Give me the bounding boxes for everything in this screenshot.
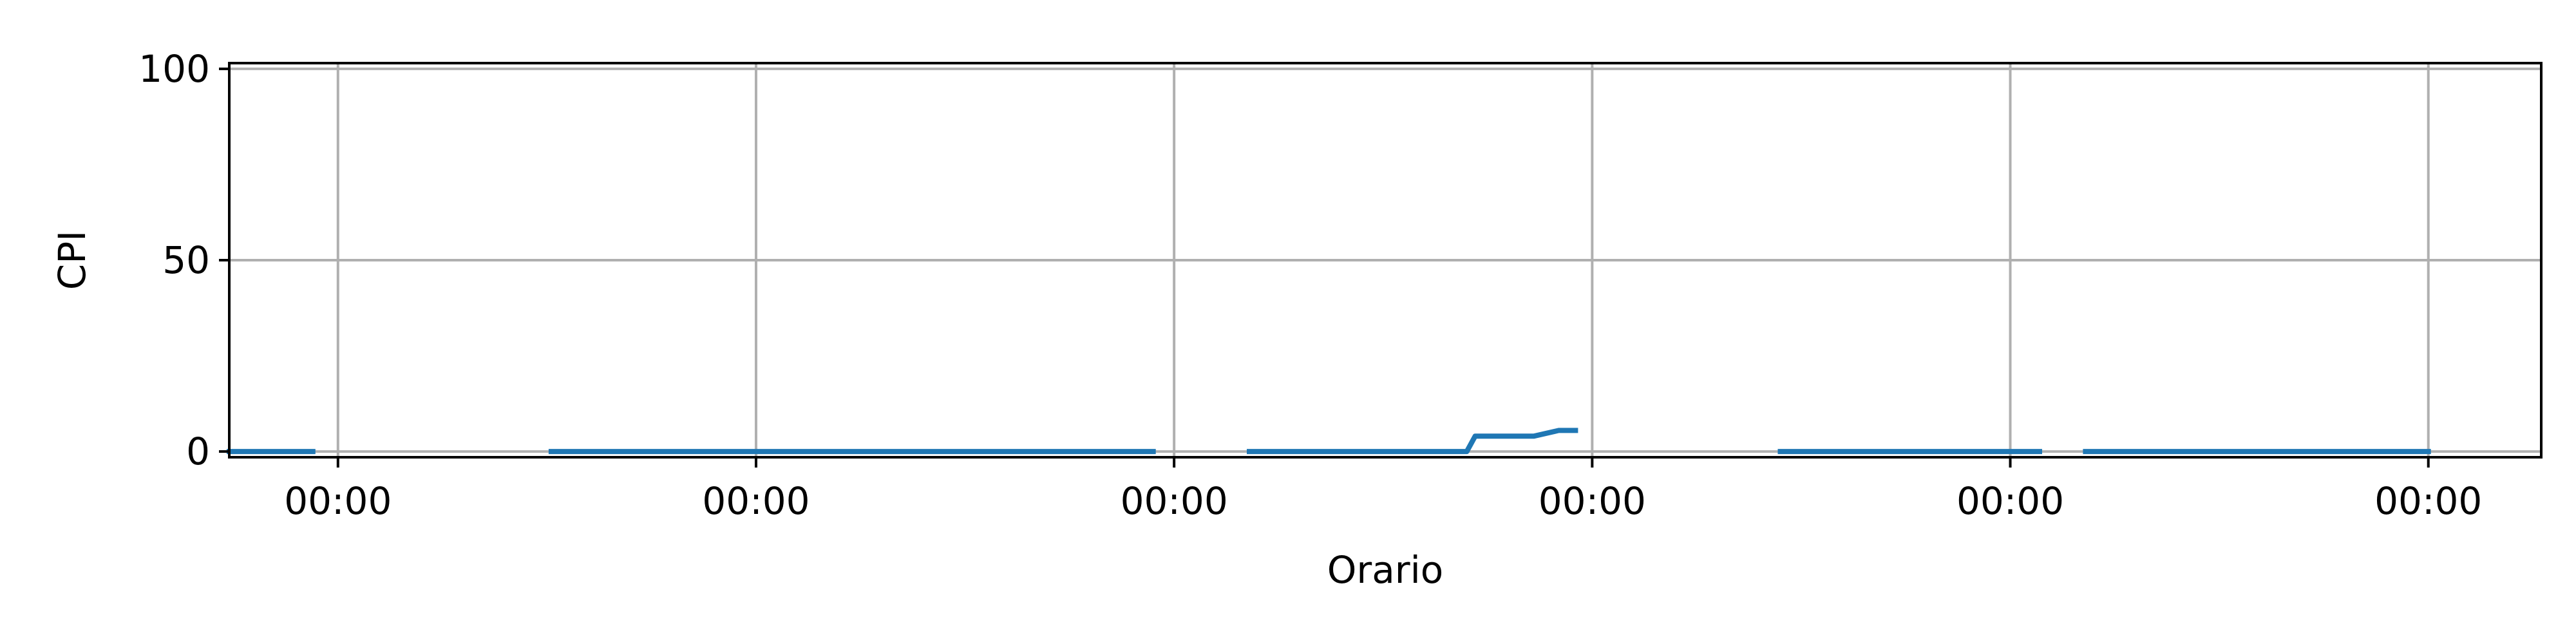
series-line-segment [1247, 428, 1578, 455]
x-axis-label: Orario [1327, 548, 1444, 592]
x-tick-label: 00:00 [2374, 479, 2482, 523]
grid [229, 63, 2541, 457]
x-tick-label: 00:00 [1956, 479, 2064, 523]
y-tick-label: 100 [138, 47, 210, 91]
x-tick-label: 00:00 [702, 479, 810, 523]
x-tick-label: 00:00 [1539, 479, 1646, 523]
x-tick-label: 00:00 [1121, 479, 1228, 523]
ticks: 00:00 00:00 00:00 00:00 00:00 00:00 0 50 100 [138, 47, 2482, 523]
series-layer [227, 428, 2431, 455]
x-tick-label: 00:00 [284, 479, 392, 523]
y-axis-label: CPI [50, 231, 94, 290]
y-tick-label: 0 [186, 430, 210, 473]
y-tick-label: 50 [162, 238, 210, 282]
